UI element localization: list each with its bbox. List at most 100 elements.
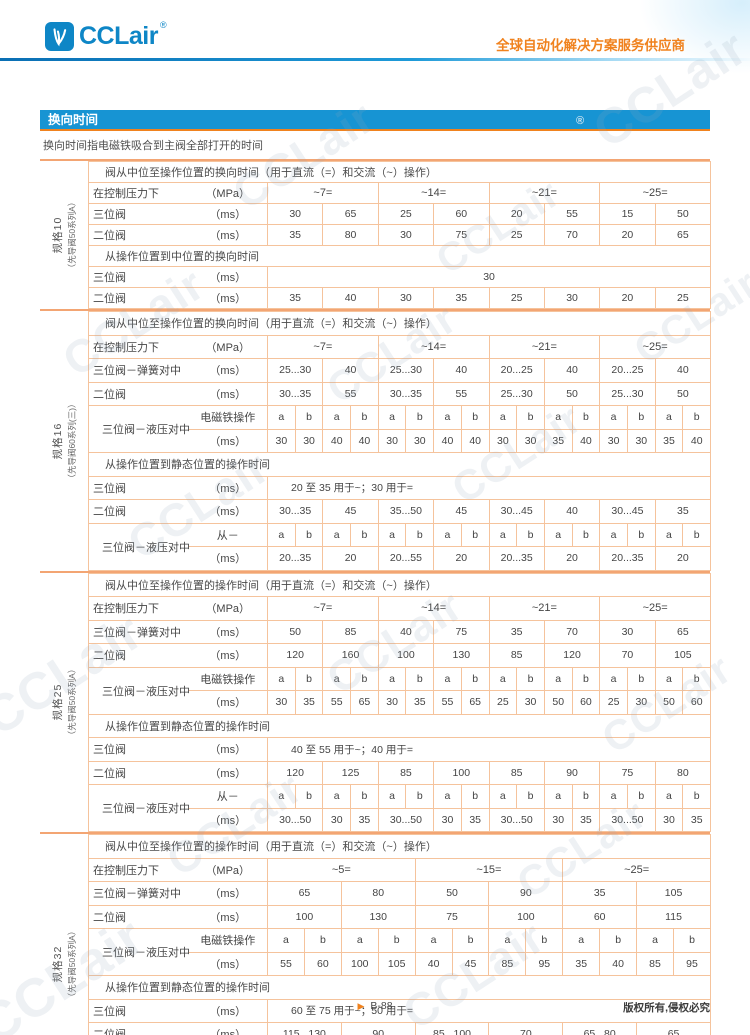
value-cell: 40	[460, 428, 490, 453]
value-cell: 20...25	[488, 358, 545, 383]
ab-cell: a	[267, 522, 296, 547]
ab-cell: b	[350, 405, 379, 430]
value-cell: 70	[488, 1022, 564, 1035]
value-cell: 20	[488, 203, 545, 225]
spec-series: （先导阀60系列(三)）	[67, 399, 77, 483]
section-title-bar: 换向时间 ®	[40, 110, 710, 131]
value-cell: 35	[682, 807, 712, 832]
pressure-column-header: ~7=	[267, 334, 379, 359]
unit-cell: （ms）	[188, 358, 268, 383]
ab-cell: a	[433, 522, 462, 547]
unit-cell: （ms）	[188, 807, 268, 832]
value-cell: 30	[433, 807, 462, 832]
value-cell: 25...30	[266, 358, 324, 383]
spec-label: 规格10 （先导阀50系列A）	[40, 161, 88, 309]
value-cell: 50	[654, 690, 684, 715]
solenoid-operation-label: 从－	[188, 522, 268, 547]
solenoid-operation-label: 电磁铁操作	[188, 666, 268, 691]
value-cell: 65	[654, 619, 712, 644]
value-cell: 30	[516, 428, 545, 453]
value-cell: 25	[488, 287, 545, 309]
value-cell: 160	[322, 643, 379, 668]
row-description: 阀从中位至操作位置的换向时间（用于直流（=）和交流（~）操作）	[87, 161, 712, 183]
row-label: 二位阀	[88, 381, 189, 406]
value-cell: 40 至 55 用于~；40 用于=	[266, 737, 712, 762]
ab-cell: a	[599, 666, 628, 691]
value-cell: 80	[322, 224, 379, 246]
ab-cell: a	[377, 522, 407, 547]
value-cell: 30	[516, 690, 545, 715]
row-description: 从操作位置到静态位置的操作时间	[87, 975, 712, 1000]
value-cell: 30	[377, 287, 435, 309]
spec-label: 规格25 （先导阀50系列A）	[40, 573, 88, 833]
row-label: 三位阀	[88, 475, 189, 500]
spec-section: 规格32 （先导阀50系列A） 阀从中位至操作位置的操作时间（用于直流（=）和交流（…	[40, 832, 712, 1035]
spec-section: 规格16 （先导阀60系列(三)） 阀从中位至操作位置的换向时间（用于直流（=）和交…	[40, 309, 712, 571]
ab-cell: a	[488, 784, 518, 809]
row-label: 二位阀	[88, 287, 189, 309]
value-cell: 50	[543, 381, 601, 406]
spec-section: 规格25 （先导阀50系列A） 阀从中位至操作位置的操作时间（用于直流（=）和交流（…	[40, 570, 712, 833]
value-cell: 75	[433, 224, 490, 246]
ab-cell: b	[571, 666, 601, 691]
value-cell: 100	[267, 904, 342, 929]
value-cell: 60	[562, 904, 638, 929]
value-cell: 30	[543, 287, 601, 309]
ab-cell: b	[294, 784, 324, 809]
value-cell: 85	[488, 760, 545, 785]
ab-cell: b	[525, 928, 564, 953]
value-cell: 40	[682, 428, 712, 453]
ab-cell: b	[626, 666, 656, 691]
value-cell: 40	[654, 358, 712, 383]
value-cell: 90	[488, 881, 564, 906]
row-label: 二位阀	[88, 904, 189, 929]
value-cell: 85	[636, 951, 674, 976]
spec-label-text: 规格32 （先导阀50系列A）	[50, 926, 78, 1001]
ab-cell: b	[571, 522, 601, 547]
value-cell: 30	[377, 428, 407, 453]
ab-cell: a	[267, 405, 296, 430]
value-cell: 95	[672, 951, 712, 976]
unit-cell: （ms）	[188, 904, 268, 929]
ab-cell: a	[562, 928, 601, 953]
value-cell: 85	[488, 951, 527, 976]
value-cell: 90	[543, 760, 601, 785]
ab-cell: b	[599, 928, 638, 953]
value-cell: 125	[322, 760, 379, 785]
ab-cell: a	[543, 784, 573, 809]
value-cell: 65	[350, 690, 379, 715]
sections: 规格10 （先导阀50系列A） 阀从中位至操作位置的换向时间（用于直流（=）和交流（…	[40, 159, 712, 1035]
value-cell: 95	[525, 951, 564, 976]
value-cell: 50	[543, 690, 573, 715]
company-tagline: 全球自动化解决方案服务供应商	[496, 38, 685, 53]
row-label: 三位阀－弹簧对中	[88, 881, 189, 906]
pressure-header-label: 在控制压力下	[88, 596, 189, 621]
logo-registered-mark: ®	[159, 20, 167, 30]
value-cell: 30	[405, 428, 435, 453]
row-label: 三位阀	[88, 266, 189, 288]
value-cell: 80	[340, 881, 416, 906]
page-number: B-88	[370, 1000, 393, 1012]
value-cell: 65	[636, 1022, 712, 1035]
ab-cell: a	[599, 405, 628, 430]
value-cell: 25	[654, 287, 712, 309]
ab-cell: a	[488, 522, 518, 547]
value-cell: 35	[350, 807, 379, 832]
unit-cell: （ms）	[188, 998, 268, 1023]
spec-section: 规格10 （先导阀50系列A） 阀从中位至操作位置的换向时间（用于直流（=）和交流（…	[40, 159, 712, 309]
row-label: 三位阀－液压对中	[88, 784, 189, 832]
ab-cell: b	[294, 666, 324, 691]
ab-cell: b	[405, 784, 435, 809]
value-cell: 30	[266, 266, 712, 288]
page-title: 换向时间	[48, 113, 99, 127]
spec-label-text: 规格25 （先导阀50系列A）	[50, 665, 78, 740]
unit-cell: （ms）	[188, 737, 268, 762]
value-cell: 105	[636, 881, 712, 906]
value-cell: 30	[599, 619, 656, 644]
value-cell: 50	[266, 619, 324, 644]
value-cell: 55	[433, 381, 490, 406]
value-cell: 60 至 75 用于~；50 用于=	[266, 998, 712, 1023]
ab-cell: b	[460, 522, 490, 547]
value-cell: 30...35	[266, 499, 324, 524]
value-cell: 30	[654, 807, 684, 832]
